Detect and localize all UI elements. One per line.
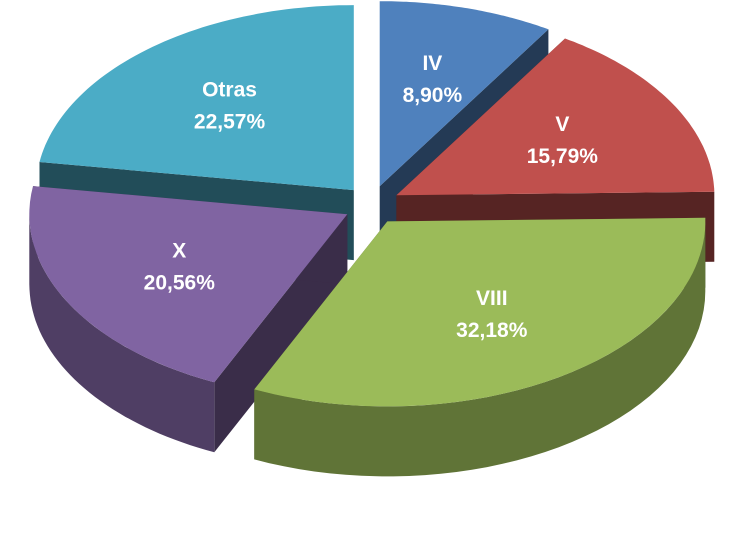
- slice-category: V: [555, 113, 569, 136]
- slice: [396, 38, 715, 196]
- slice-category: Otras: [202, 78, 257, 101]
- slice-category: VIII: [476, 287, 508, 310]
- slice-category: IV: [422, 52, 442, 75]
- slice: [254, 217, 706, 407]
- slice-category: X: [172, 239, 186, 262]
- slice: [379, 1, 549, 187]
- slice-value-label: 20,56%: [144, 271, 216, 294]
- slice-value-label: 8,90%: [403, 84, 463, 107]
- slice: [29, 186, 348, 383]
- slice-wall: [254, 221, 706, 477]
- slice-wall: [29, 214, 215, 453]
- slice-value-label: 22,57%: [194, 110, 266, 133]
- slice-value-label: 32,18%: [456, 319, 528, 342]
- slice: [39, 5, 354, 191]
- slice-value-label: 15,79%: [527, 145, 599, 168]
